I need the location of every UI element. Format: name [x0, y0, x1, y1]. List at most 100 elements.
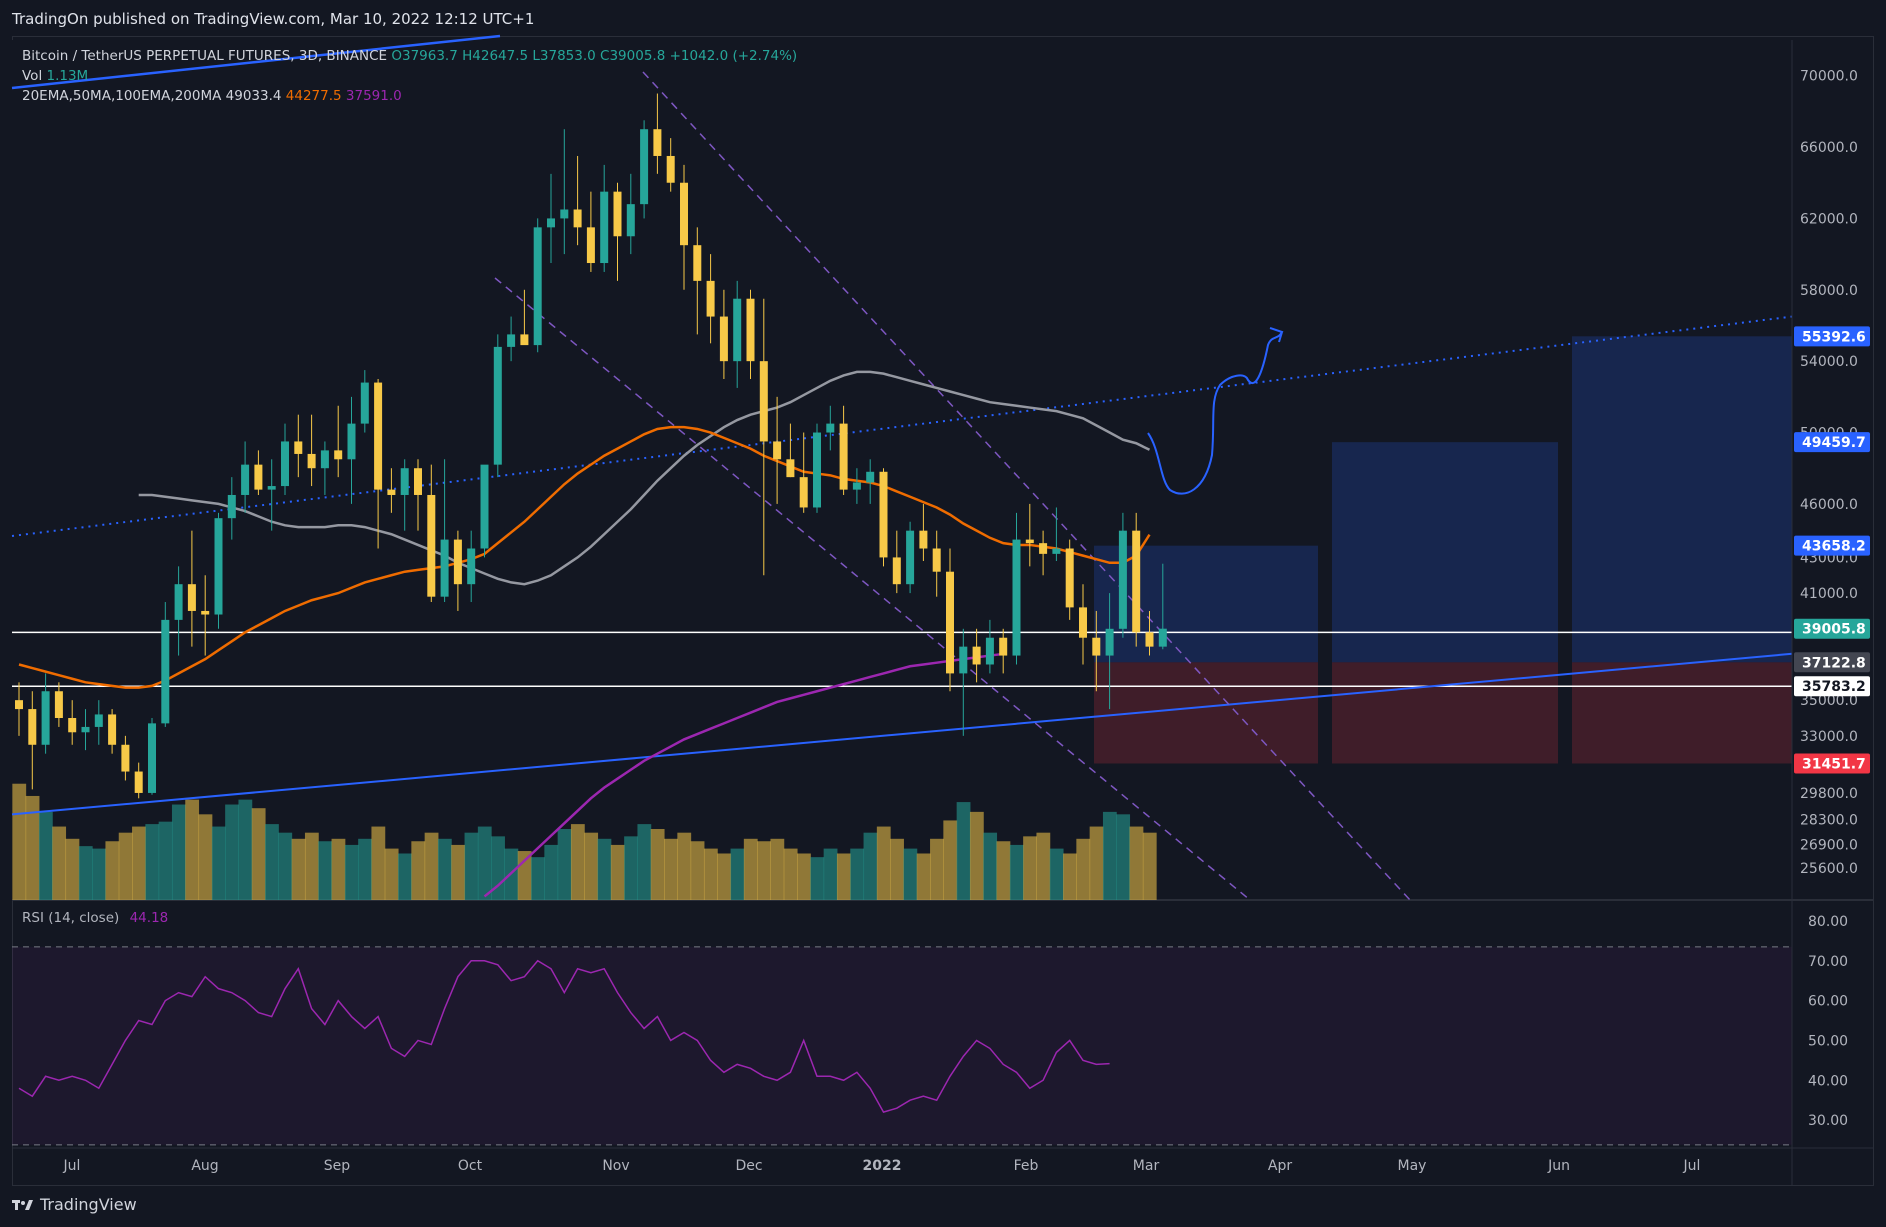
publish-info: TradingOn published on TradingView.com, …	[12, 10, 535, 28]
volume-bar	[451, 844, 466, 900]
time-tick-label: May	[1398, 1158, 1427, 1174]
volume-bar	[304, 832, 319, 900]
volume-bar	[531, 857, 545, 900]
volume-bar	[52, 826, 67, 900]
volume-bar	[557, 829, 572, 900]
candle-body	[54, 691, 63, 719]
volume-row: Vol 1.13M	[22, 66, 797, 86]
candle-body	[666, 155, 675, 183]
rsi-label[interactable]: RSI (14, close)	[22, 910, 120, 926]
footer-brand[interactable]: TradingView	[40, 1195, 137, 1214]
volume-bar	[105, 841, 120, 900]
volume-bar	[823, 848, 838, 900]
volume-bar	[1036, 832, 1051, 900]
price-tag-0	[1794, 326, 1870, 347]
candle-body	[201, 610, 210, 615]
rsi-tick-label: 60.00	[1808, 994, 1848, 1010]
volume-bar	[610, 844, 625, 900]
volume-bar	[597, 838, 612, 900]
volume-bar	[664, 838, 678, 900]
volume-bar	[265, 824, 279, 900]
ema50-line	[18, 425, 1151, 689]
candle-body	[879, 471, 888, 558]
candle-body	[653, 129, 662, 156]
candle-body	[1039, 543, 1048, 554]
volume-bar	[225, 804, 239, 900]
dotted-trendline	[11, 315, 1793, 538]
candle-body	[15, 700, 23, 710]
rsi-tick-label: 40.00	[1808, 1073, 1848, 1089]
candle-body	[1052, 548, 1061, 554]
price-tick-label: 70000.0	[1800, 69, 1858, 85]
time-tick-label: Mar	[1133, 1158, 1160, 1174]
candle-body	[254, 464, 263, 490]
rsi-pane[interactable]	[12, 946, 1792, 1146]
upper-trendline	[11, 34, 501, 90]
candle-body	[320, 450, 329, 469]
volume-bar	[1076, 838, 1091, 900]
price-tick-label: 54000.0	[1800, 354, 1858, 370]
volume-bar	[424, 832, 439, 900]
price-pane[interactable]	[11, 34, 1874, 901]
price-tick-label: 25600.0	[1800, 861, 1858, 877]
candle-body	[586, 227, 595, 264]
volume-bar	[703, 848, 718, 900]
rsi-value: 44.18	[129, 910, 169, 926]
target-zone-1	[1094, 545, 1318, 663]
candle-body	[826, 423, 835, 433]
volume-bar	[1063, 853, 1077, 900]
rsi-tick-label: 50.00	[1808, 1033, 1848, 1049]
candle-body	[999, 637, 1008, 656]
low-value: L37853.0	[532, 48, 596, 64]
time-tick-label: Oct	[458, 1158, 483, 1174]
volume-bar	[1102, 811, 1117, 900]
candle-body	[360, 382, 369, 424]
forecast-drawing	[1147, 327, 1284, 495]
volume-bar	[1142, 832, 1157, 900]
candle-body	[28, 709, 37, 745]
volume-bar	[291, 838, 306, 900]
volume-bar	[145, 824, 160, 900]
candle-body	[241, 464, 250, 495]
candle-body	[799, 477, 808, 508]
ma-row: 20EMA,50MA,100EMA,200MA 49033.4 44277.5 …	[22, 86, 797, 106]
volume-bar	[171, 804, 186, 900]
volume-bar	[384, 848, 399, 900]
price-tag-4	[1794, 652, 1870, 673]
volume-label[interactable]: Vol	[22, 68, 43, 84]
time-tick-label: Feb	[1014, 1158, 1039, 1174]
candle-body	[533, 227, 542, 346]
candle-body	[427, 494, 436, 597]
ma200-line	[483, 652, 1004, 898]
candle-body	[1118, 530, 1127, 629]
volume-bar	[637, 824, 652, 900]
time-tick-label: Jun	[1547, 1158, 1570, 1174]
ma200-value: 37591.0	[345, 88, 402, 104]
symbol-name[interactable]: Bitcoin / TetherUS PERPETUAL FUTURES, 3D…	[22, 48, 388, 64]
volume-bar	[211, 826, 226, 900]
volume-bar	[730, 848, 745, 900]
candle-body	[1158, 628, 1167, 647]
volume-bar	[1129, 826, 1144, 900]
rsi-line	[18, 959, 1110, 1114]
price-tick-label: 29800.0	[1800, 786, 1858, 802]
volume-bar	[185, 799, 200, 900]
price-background	[12, 40, 1792, 900]
volume-bar	[677, 832, 692, 900]
candle-body	[680, 182, 688, 246]
volume-bar	[650, 829, 665, 900]
ma-label[interactable]: 20EMA,50MA,100EMA,200MA	[22, 88, 222, 104]
channel-lower	[494, 277, 1251, 901]
symbol-row: Bitcoin / TetherUS PERPETUAL FUTURES, 3D…	[22, 46, 797, 66]
volume-bar	[943, 820, 958, 900]
candle-body	[41, 691, 50, 745]
volume-bar	[158, 821, 173, 900]
candle-body	[786, 459, 795, 478]
price-tag-label: 55392.6	[1802, 329, 1866, 345]
volume-bar	[238, 799, 253, 900]
volume-bar	[836, 853, 851, 900]
ma100-line	[138, 370, 1151, 586]
candle-body	[813, 432, 821, 508]
candle-body	[307, 453, 316, 469]
